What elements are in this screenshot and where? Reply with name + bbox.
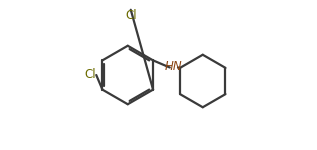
Text: Cl: Cl (125, 9, 137, 22)
Text: HN: HN (165, 60, 182, 73)
Text: Cl: Cl (84, 69, 96, 81)
